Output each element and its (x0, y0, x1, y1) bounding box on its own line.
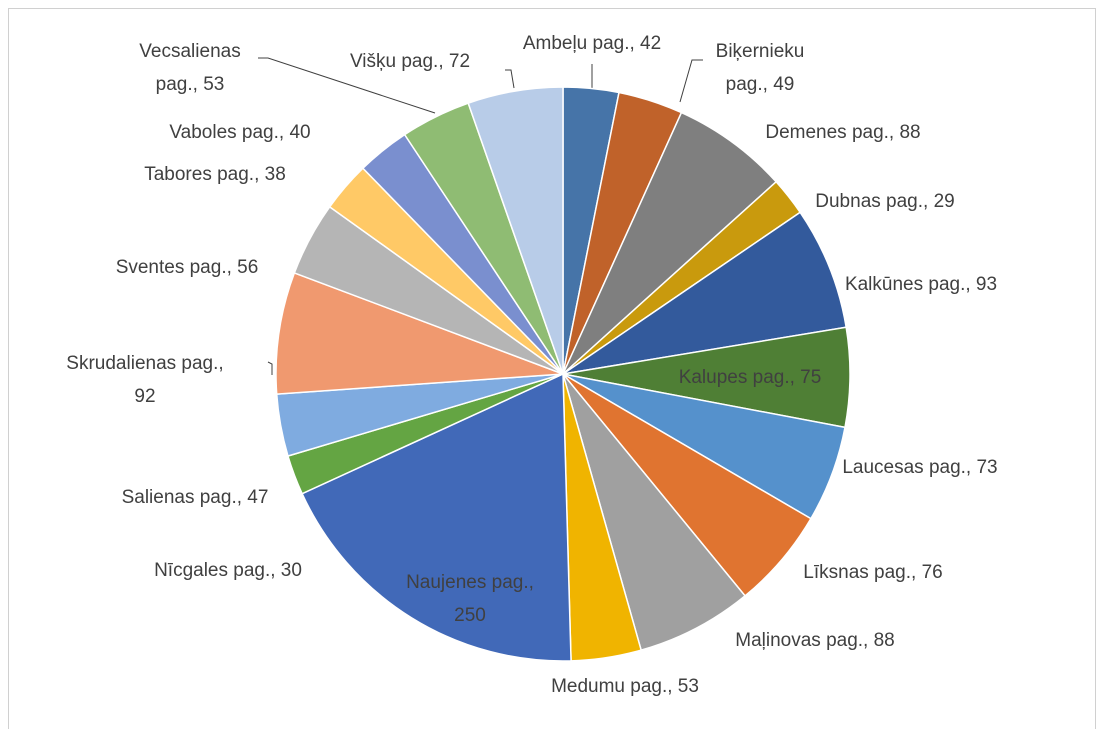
data-label: Līksnas pag., 76 (803, 562, 942, 583)
data-label: Demenes pag., 88 (765, 122, 920, 143)
data-label: Laucesas pag., 73 (842, 457, 997, 478)
data-label: Vaboles pag., 40 (169, 122, 310, 143)
pie-slice: Maļinovas pag. (562, 373, 747, 652)
chart-frame (8, 8, 1096, 729)
data-label: Kalkūnes pag., 93 (845, 274, 997, 295)
data-label: Vecsalienas pag., 53 (139, 41, 240, 95)
leader-line (267, 361, 273, 375)
pie-slice: Demenes pag. (562, 111, 778, 375)
pie-slice: Kalkūnes pag. (562, 211, 848, 375)
pie-slice: Višķu pag. (467, 86, 564, 375)
data-label: Višķu pag., 72 (350, 51, 470, 72)
data-label: Naujenes pag., 250 (406, 572, 534, 626)
leader-line (258, 57, 436, 114)
data-label: Dubnas pag., 29 (815, 191, 954, 212)
data-label: Tabores pag., 38 (144, 164, 286, 185)
data-label: Medumu pag., 53 (551, 676, 699, 697)
data-label: Sventes pag., 56 (116, 257, 259, 278)
pie-slice: Skrudalienas pag. (275, 271, 564, 395)
data-label: Maļinovas pag., 88 (735, 630, 895, 651)
data-label: Skrudalienas pag., 92 (66, 353, 223, 407)
data-label: Ambeļu pag., 42 (523, 33, 661, 54)
pie-slice: Naujenes pag. (301, 372, 572, 662)
data-label: Salienas pag., 47 (122, 487, 269, 508)
leader-lines (258, 57, 703, 375)
leader-line (505, 69, 515, 89)
data-label: Biķernieku pag., 49 (716, 41, 805, 95)
data-label: Nīcgales pag., 30 (154, 560, 302, 581)
data-label: Kalupes pag., 75 (679, 367, 822, 388)
leader-line (679, 59, 703, 103)
